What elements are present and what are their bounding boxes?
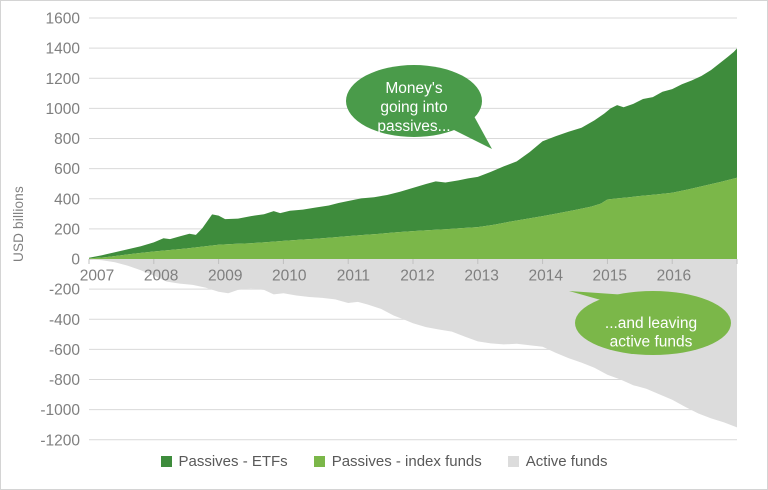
y-tick-label: -400 xyxy=(49,312,80,329)
y-tick-label: 1200 xyxy=(46,71,81,88)
area-passives-etfs xyxy=(89,48,737,259)
y-tick-label: -200 xyxy=(49,282,80,299)
x-tick-label: 2007 xyxy=(80,268,114,285)
area-passives-index-funds xyxy=(89,177,737,259)
x-tick-label: 2014 xyxy=(528,268,563,285)
x-tick-label: 2009 xyxy=(208,268,242,285)
y-tick-label: 1400 xyxy=(46,41,81,58)
y-tick-label: -600 xyxy=(49,342,80,359)
bubble-body xyxy=(346,65,482,137)
legend-label: Passives - ETFs xyxy=(178,453,288,470)
x-axis-ticks xyxy=(88,259,738,264)
y-tick-label: 0 xyxy=(71,252,80,269)
legend: Passives - ETFs Passives - index funds Act… xyxy=(1,453,767,470)
y-tick-label: -1000 xyxy=(40,402,80,419)
legend-label: Active funds xyxy=(525,453,608,470)
x-tick-label: 2011 xyxy=(337,268,370,285)
bubble-body xyxy=(575,291,731,355)
legend-item-passives-index-funds: Passives - index funds xyxy=(313,453,482,470)
legend-label: Passives - index funds xyxy=(331,453,482,470)
y-tick-label: 400 xyxy=(54,191,80,208)
y-tick-label: 1000 xyxy=(46,101,81,118)
legend-item-passives-etfs: Passives - ETFs xyxy=(160,453,288,470)
y-tick-label: 1600 xyxy=(46,11,81,28)
legend-swatch xyxy=(160,456,172,467)
y-tick-label: 800 xyxy=(54,131,80,148)
gridlines xyxy=(89,17,737,441)
y-tick-label: -1200 xyxy=(40,432,80,449)
x-tick-label: 2016 xyxy=(657,268,691,285)
y-axis-labels: 1600 1400 1200 1000 800 600 400 200 0 -200 -400 -60… xyxy=(40,11,80,450)
legend-swatch xyxy=(507,456,519,467)
x-axis-labels: 2007 2008 2009 2010 2011 2012 2013 2014 2015 2016 xyxy=(80,268,691,285)
y-tick-label: 600 xyxy=(54,161,80,178)
x-tick-label: 2015 xyxy=(593,268,627,285)
x-tick-label: 2013 xyxy=(464,268,498,285)
area-active-funds xyxy=(89,259,737,428)
passives-callout: Money's going into passives... xyxy=(346,65,492,149)
bubble-text: ...and leaving active funds xyxy=(605,315,697,351)
area-series xyxy=(89,48,737,428)
y-axis-title: USD billions xyxy=(11,186,26,262)
x-tick-label: 2008 xyxy=(144,268,178,285)
y-tick-label: 200 xyxy=(54,221,80,238)
x-tick-label: 2012 xyxy=(400,268,434,285)
x-tick-label: 2010 xyxy=(272,268,307,285)
legend-swatch xyxy=(313,456,325,467)
legend-item-active-funds: Active funds xyxy=(507,453,608,470)
active-callout: ...and leaving active funds xyxy=(569,291,731,355)
y-tick-label: -800 xyxy=(49,372,80,389)
bubble-text: Money's going into passives... xyxy=(377,80,450,135)
